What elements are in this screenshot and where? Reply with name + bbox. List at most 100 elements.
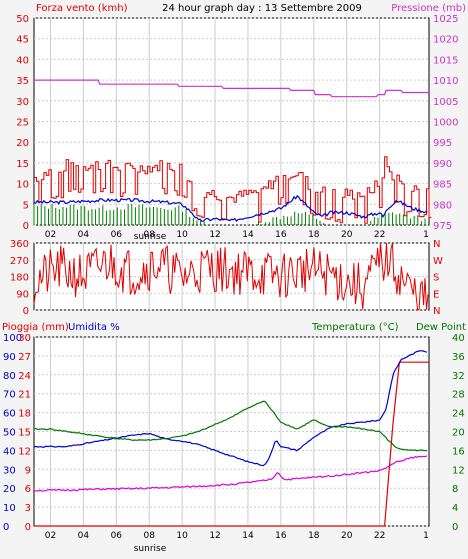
temp-tick-label: 40 [452, 333, 465, 344]
rain-tick-label: 24 [18, 371, 31, 382]
temp-tick-label: 20 [452, 428, 465, 439]
x-tick-label: 06 [111, 230, 123, 240]
rain-tick-label: 30 [18, 333, 31, 344]
pressure-tick-label: 1025 [433, 14, 458, 25]
direction-tick-label: 270 [10, 256, 29, 267]
temp-tick-label: 16 [452, 446, 465, 457]
temp-tick-label: 12 [452, 465, 465, 476]
x-tick-label: 20 [341, 531, 353, 541]
x-tick-label: 18 [308, 531, 320, 541]
rain-tick-label: 6 [25, 484, 31, 495]
x-tick-label: 22 [374, 230, 385, 240]
wind-speed-line [33, 194, 428, 223]
sunrise-label-top: sunrise [134, 232, 167, 242]
tick-labels: 02 04 06 08 10 12 14 16 18 20 22 102 04 06 08 10 12 14 16 1… [3, 14, 465, 541]
x-tick-label: 1 [423, 230, 429, 240]
rain-tick-label: 27 [18, 352, 31, 363]
temperature-line [33, 400, 428, 452]
x-tick-label: 14 [242, 230, 254, 240]
humidity-tick-label: 10 [3, 503, 16, 514]
rain-tick-label: 0 [25, 522, 31, 533]
rain-tick-label: 12 [18, 446, 31, 457]
sunrise-label-bottom: sunrise [134, 544, 167, 554]
data-series [33, 79, 432, 527]
x-tick-label: 22 [374, 531, 385, 541]
x-tick-label: 16 [275, 531, 287, 541]
x-tick-label: 16 [275, 230, 287, 240]
rain-axis-label: Pioggia (mm) [2, 322, 69, 333]
dewpoint-axis-label: Dew Point [416, 322, 466, 333]
x-tick-label: 10 [176, 531, 188, 541]
pressure-tick-label: 985 [433, 180, 452, 191]
rain-tick-label: 3 [25, 503, 31, 514]
temp-tick-label: 0 [452, 522, 458, 533]
pressure-tick-label: 1000 [433, 118, 458, 129]
direction-tick-label: 180 [10, 273, 29, 284]
temp-tick-label: 28 [452, 390, 465, 401]
compass-tick-label: W [433, 256, 443, 267]
grid-lines [34, 17, 429, 527]
humidity-tick-label: 100 [3, 333, 22, 344]
pressure-tick-label: 1015 [433, 55, 458, 66]
direction-tick-label: 90 [16, 289, 29, 300]
humidity-tick-label: 50 [3, 428, 16, 439]
humidity-axis-label: Umidita % [68, 322, 120, 333]
wind-tick-label: 50 [16, 14, 29, 25]
x-tick-label: 08 [143, 531, 155, 541]
temp-tick-label: 32 [452, 371, 465, 382]
x-tick-label: 10 [176, 230, 188, 240]
compass-tick-label: S [433, 273, 439, 284]
wind-tick-label: 35 [16, 76, 29, 87]
rain-tick-label: 21 [18, 390, 31, 401]
x-tick-label: 1 [423, 531, 429, 541]
temp-tick-label: 4 [452, 503, 458, 514]
x-tick-label: 04 [78, 531, 90, 541]
temp-tick-label: 24 [452, 409, 465, 420]
wind-tick-label: 30 [16, 97, 29, 108]
pressure-tick-label: 1020 [433, 35, 458, 46]
humidity-tick-label: 70 [3, 390, 16, 401]
pressure-tick-label: 1010 [433, 76, 458, 87]
x-tick-label: 08 [143, 230, 155, 240]
temp-tick-label: 36 [452, 352, 465, 363]
humidity-tick-label: 0 [3, 522, 9, 533]
x-tick-label: 18 [308, 230, 320, 240]
chart-title: 24 hour graph day : 13 Settembre 2009 [162, 3, 362, 14]
x-tick-label: 12 [209, 531, 220, 541]
pressure-tick-label: 975 [433, 221, 452, 232]
pressure-line [34, 79, 429, 98]
direction-line [33, 242, 429, 311]
rain-tick-label: 9 [25, 465, 31, 476]
x-tick-label: 04 [78, 230, 90, 240]
x-tick-label: 02 [45, 531, 56, 541]
humidity-tick-label: 80 [3, 371, 16, 382]
rain-tick-label: 18 [18, 409, 31, 420]
wind-axis-label: Forza vento (kmh) [36, 3, 128, 14]
pressure-axis-label: Pressione (mb) [391, 3, 466, 14]
wind-tick-label: 10 [16, 180, 29, 191]
x-tick-label: 06 [111, 531, 123, 541]
pressure-tick-label: 995 [433, 138, 452, 149]
pressure-tick-label: 990 [433, 159, 452, 170]
x-tick-label: 20 [341, 230, 353, 240]
wind-tick-label: 25 [16, 118, 29, 129]
rain-tick-label: 15 [18, 428, 31, 439]
humidity-line [33, 350, 428, 467]
pressure-tick-label: 980 [433, 200, 452, 211]
humidity-tick-label: 20 [3, 484, 16, 495]
direction-tick-label: 0 [23, 306, 29, 317]
temp-tick-label: 8 [452, 484, 458, 495]
dewpoint-line [33, 455, 428, 492]
humidity-tick-label: 30 [3, 465, 16, 476]
compass-tick-label: E [433, 289, 439, 300]
wind-tick-label: 40 [16, 55, 29, 66]
x-tick-label: 12 [209, 230, 220, 240]
wind-tick-label: 20 [16, 138, 29, 149]
pressure-tick-label: 1005 [433, 97, 458, 108]
wind-tick-label: 45 [16, 35, 29, 46]
x-tick-label: 14 [242, 531, 254, 541]
humidity-tick-label: 90 [3, 352, 16, 363]
humidity-tick-label: 60 [3, 409, 16, 420]
wind-tick-label: 5 [23, 200, 29, 211]
